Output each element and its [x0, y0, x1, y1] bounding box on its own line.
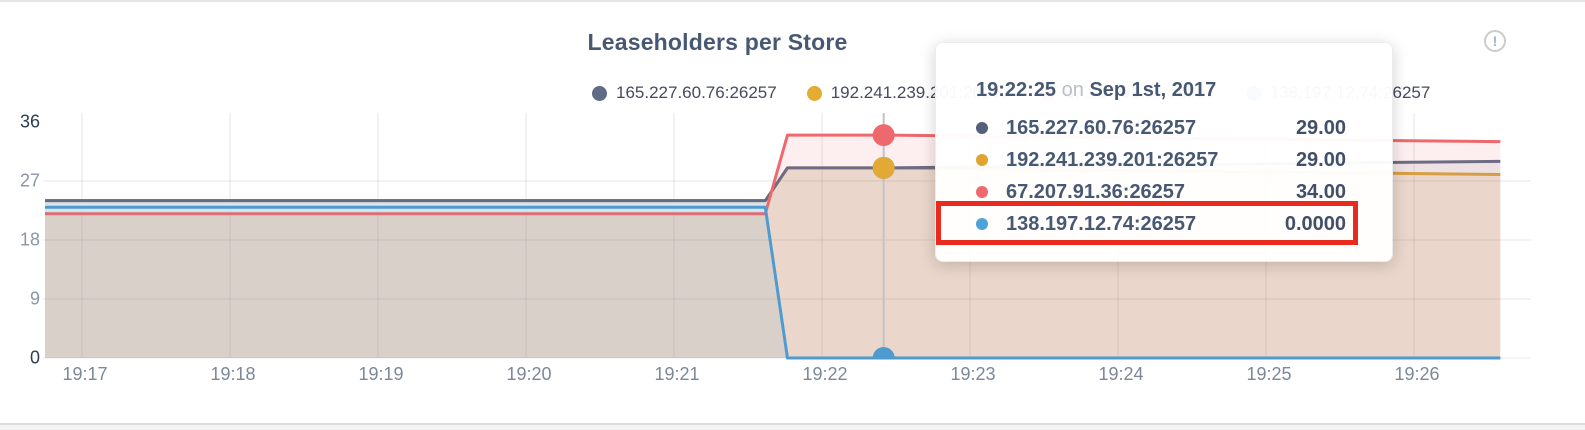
tooltip-series-value: 29.00 — [1295, 116, 1346, 139]
series-dot-icon — [976, 186, 988, 198]
x-axis-tick: 19:25 — [1246, 364, 1292, 384]
tooltip-series-value: 34.00 — [1295, 180, 1346, 203]
hover-point-dot — [872, 124, 895, 147]
legend-dot-icon — [806, 85, 822, 101]
series-dot-icon — [976, 122, 988, 134]
x-axis-tick: 19:19 — [358, 364, 404, 384]
series-area — [45, 207, 1501, 358]
series-dot-icon — [976, 154, 988, 166]
y-axis-tick: 36 — [19, 111, 40, 132]
x-axis-tick: 19:24 — [1098, 364, 1144, 384]
hover-dots — [872, 124, 895, 360]
tooltip-header: 19:22:25 on Sep 1st, 2017 — [976, 79, 1346, 102]
x-axis-tick: 19:21 — [654, 364, 700, 384]
series-dot-icon — [976, 218, 988, 230]
hover-tooltip: 19:22:25 on Sep 1st, 2017 165.227.60.76:… — [935, 42, 1393, 262]
tooltip-series-name: 138.197.12.74:26257 — [1006, 212, 1197, 235]
y-axis-tick: 9 — [29, 288, 40, 309]
series-line — [45, 205, 1501, 360]
tooltip-series-value: 0.0000 — [1284, 212, 1346, 235]
tooltip-series-name: 67.207.91.36:26257 — [1006, 180, 1186, 203]
tooltip-date: Sep 1st, 2017 — [1089, 79, 1217, 101]
tooltip-row: 165.227.60.76:26257 29.00 — [973, 112, 1346, 144]
legend-dot-icon — [592, 85, 607, 101]
y-axis-tick: 27 — [19, 170, 40, 191]
tooltip-time: 19:22:25 — [976, 79, 1057, 101]
tooltip-on-word: on — [1061, 79, 1084, 101]
tooltip-row: 67.207.91.36:26257 34.00 — [973, 176, 1346, 208]
legend-item-label: 165.227.60.76:26257 — [616, 83, 777, 102]
y-axis-tick: 0 — [29, 347, 40, 368]
y-axis-tick: 18 — [19, 229, 40, 250]
card-bottom-border — [0, 423, 1585, 430]
x-axis-tick: 19:23 — [950, 364, 996, 384]
highlight-annotation-box — [936, 201, 1358, 245]
tooltip-row-highlighted: 138.197.12.74:26257 0.0000 — [973, 208, 1346, 240]
x-axis-tick: 19:22 — [802, 364, 848, 384]
hover-point-dot — [872, 347, 895, 360]
legend-item-node1[interactable]: 165.227.60.76:26257 — [592, 83, 777, 103]
x-axis-tick: 19:18 — [210, 364, 256, 384]
tooltip-series-value: 29.00 — [1295, 148, 1346, 171]
info-icon[interactable]: ! — [1484, 30, 1506, 52]
chart-title: Leaseholders per Store — [587, 29, 848, 55]
tooltip-series-name: 192.241.239.201:26257 — [1006, 148, 1219, 171]
card-top-border — [0, 0, 1585, 2]
tooltip-series-name: 165.227.60.76:26257 — [1006, 116, 1197, 139]
hover-point-dot — [872, 156, 895, 179]
tooltip-row: 192.241.239.201:26257 29.00 — [973, 144, 1346, 176]
x-axis-tick: 19:20 — [506, 364, 552, 384]
x-axis-tick: 19:17 — [62, 364, 108, 384]
x-axis-tick: 19:26 — [1394, 364, 1440, 384]
